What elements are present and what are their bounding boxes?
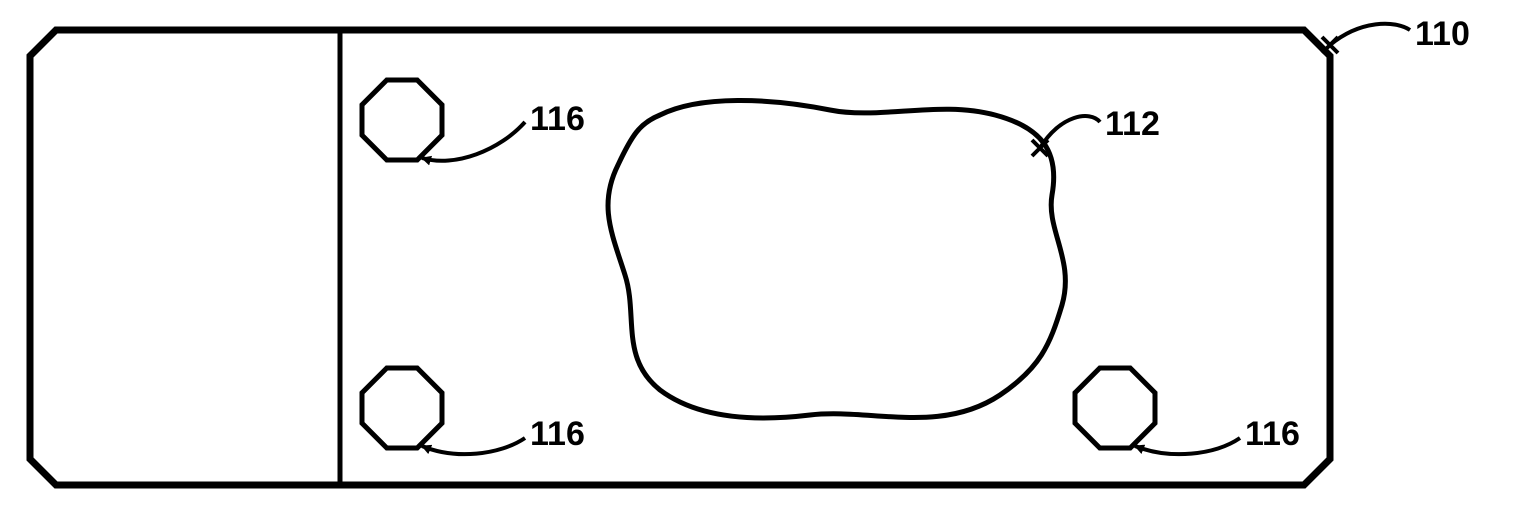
lbl-110: 110	[1415, 15, 1470, 53]
lbl-112: 112	[1105, 105, 1160, 143]
lbl-110-tick	[1322, 37, 1338, 53]
slide-outline	[30, 30, 1330, 485]
lbl-116b: 116	[530, 415, 585, 453]
lbl-116a: 116	[530, 100, 585, 138]
lbl-116b-leader	[422, 438, 525, 454]
lbl-110-leader	[1330, 24, 1410, 45]
oct-top-left	[362, 80, 442, 160]
lbl-112-leader	[1040, 116, 1100, 148]
lbl-116c-leader	[1135, 438, 1240, 454]
oct-bottom-right	[1075, 368, 1155, 448]
lbl-116c: 116	[1245, 415, 1300, 453]
specimen-blob	[608, 100, 1065, 417]
oct-bottom-left	[362, 368, 442, 448]
